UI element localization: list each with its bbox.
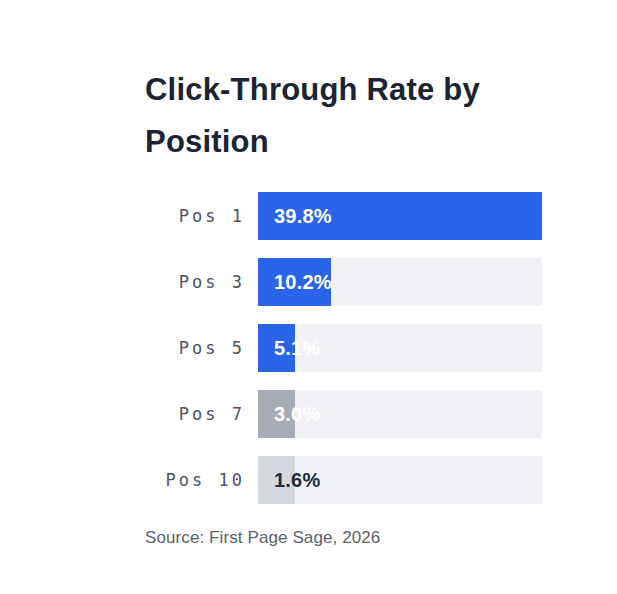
chart-page: Click-Through Rate by Position Pos 1 39.8…: [0, 0, 617, 594]
bar-track: 5.1%: [258, 324, 542, 372]
bar-row-label: Pos 10: [145, 470, 258, 490]
bar-row-label: Pos 5: [145, 338, 258, 358]
bar-row-label: Pos 7: [145, 404, 258, 424]
bar-row: Pos 10 1.6%: [145, 456, 559, 504]
bar-value-label: 10.2%: [274, 271, 332, 294]
bar-row-label: Pos 1: [145, 206, 258, 226]
bar-track: 3.0%: [258, 390, 542, 438]
bar-row-label: Pos 3: [145, 272, 258, 292]
bar-value-label: 39.8%: [274, 205, 332, 228]
bar-track: 1.6%: [258, 456, 542, 504]
bar-row: Pos 1 39.8%: [145, 192, 559, 240]
bar-value-label: 5.1%: [274, 337, 320, 360]
bar-track: 10.2%: [258, 258, 542, 306]
bar-row: Pos 5 5.1%: [145, 324, 559, 372]
bar-value-label: 3.0%: [274, 403, 320, 426]
bar-row: Pos 7 3.0%: [145, 390, 559, 438]
page-title: Click-Through Rate by Position: [145, 64, 555, 168]
bar-value-label: 1.6%: [274, 469, 320, 492]
ctr-bar-chart: Pos 139.8%Pos 310.2%Pos 55.1%Pos 73.0%Po…: [145, 192, 559, 522]
bar-row: Pos 3 10.2%: [145, 258, 559, 306]
source-note: Source: First Page Sage, 2026: [145, 528, 380, 548]
bar-track: 39.8%: [258, 192, 542, 240]
